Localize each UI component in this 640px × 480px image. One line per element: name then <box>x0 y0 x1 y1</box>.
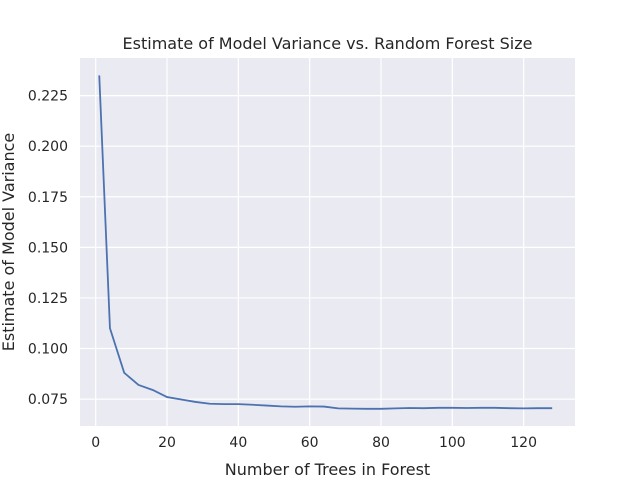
x-tick-label: 120 <box>510 435 537 451</box>
y-tick-label: 0.150 <box>28 240 68 256</box>
y-axis: 0.075 0.100 0.125 0.150 0.175 0.200 0.225 <box>28 89 68 408</box>
x-tick-label: 100 <box>439 435 466 451</box>
y-tick-label: 0.225 <box>28 89 68 105</box>
series-line <box>98 75 553 410</box>
y-axis-title: Estimate of Model Variance <box>0 133 18 352</box>
series-group <box>98 75 553 410</box>
grid <box>80 58 575 426</box>
chart-title: Estimate of Model Variance vs. Random Fo… <box>123 34 533 53</box>
x-axis-title: Number of Trees in Forest <box>225 460 430 479</box>
x-tick-label: 40 <box>229 435 247 451</box>
x-tick-label: 60 <box>301 435 319 451</box>
y-tick-label: 0.125 <box>28 291 68 307</box>
y-tick-label: 0.175 <box>28 190 68 206</box>
x-tick-label: 0 <box>91 435 100 451</box>
x-tick-label: 80 <box>372 435 390 451</box>
y-tick-label: 0.200 <box>28 139 68 155</box>
x-axis: 0 20 40 60 80 100 120 <box>91 435 537 451</box>
x-tick-label: 20 <box>158 435 176 451</box>
plot-background <box>80 58 575 426</box>
y-tick-label: 0.100 <box>28 342 68 358</box>
y-tick-label: 0.075 <box>28 392 68 408</box>
